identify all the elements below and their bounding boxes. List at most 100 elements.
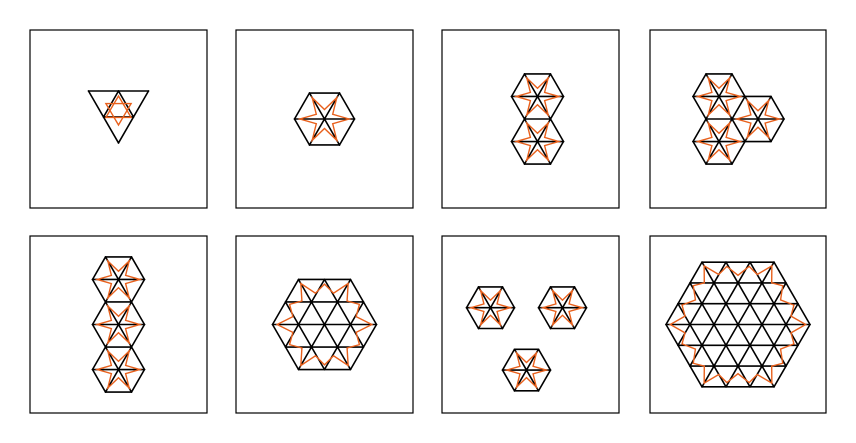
cycle-path bbox=[104, 102, 133, 127]
panel-5-edge bbox=[130, 323, 146, 348]
panel-4-edge bbox=[692, 73, 707, 98]
panel-8-edge bbox=[749, 344, 763, 367]
panel-8-edge bbox=[737, 365, 751, 388]
panel-8 bbox=[649, 235, 827, 414]
panel-4-edge bbox=[731, 95, 746, 120]
panel-8-edge bbox=[773, 323, 787, 347]
panel-8-edge bbox=[713, 302, 727, 326]
panel-4-edge bbox=[692, 118, 707, 143]
panel-8-edge bbox=[737, 282, 751, 305]
panel-8-edge bbox=[773, 302, 787, 326]
panel-5 bbox=[29, 235, 208, 414]
panel-2-edge bbox=[338, 92, 356, 120]
panel-8-edge bbox=[761, 282, 775, 305]
panel-8-edge bbox=[725, 344, 739, 367]
panel-6-edge bbox=[336, 323, 352, 348]
panel-6-edge bbox=[271, 301, 287, 326]
panel-8-edge bbox=[713, 282, 727, 305]
panel-8-edge bbox=[797, 302, 811, 326]
cycle-path bbox=[297, 95, 352, 143]
panel-2-edge bbox=[293, 92, 311, 120]
panel-6 bbox=[235, 235, 414, 414]
panel-7-edge bbox=[573, 286, 588, 309]
panel-6-edge bbox=[271, 323, 287, 348]
panel-5-edge bbox=[130, 368, 146, 393]
panel-6-edge bbox=[297, 323, 313, 348]
panel-8-edge bbox=[737, 302, 751, 326]
panel-4-edge bbox=[692, 95, 707, 120]
cycle-path bbox=[695, 75, 743, 118]
panel-5-edge bbox=[130, 346, 146, 371]
panel-3-edge bbox=[549, 73, 565, 98]
panel-8-edge bbox=[713, 344, 727, 367]
panel-8-edge bbox=[749, 282, 763, 305]
panel-7-edge bbox=[465, 286, 480, 309]
cycle-path bbox=[513, 120, 562, 163]
panel-8-edge bbox=[689, 302, 703, 326]
panel-7-edge bbox=[573, 306, 588, 330]
panel-8-edge bbox=[677, 344, 691, 367]
panel-7-edge bbox=[501, 286, 516, 309]
panel-8-edge bbox=[689, 365, 703, 388]
panel-3-edge bbox=[549, 95, 565, 120]
panel-8-edge bbox=[785, 282, 799, 305]
panel-5-edge bbox=[130, 301, 146, 326]
panel-5-edge bbox=[91, 301, 107, 326]
panel-7-edge bbox=[537, 306, 552, 330]
panel-8-edge bbox=[761, 323, 775, 347]
cycle-path bbox=[94, 258, 143, 301]
cycle-path bbox=[94, 303, 143, 346]
panel-5-edge bbox=[91, 368, 107, 393]
panel-7 bbox=[441, 235, 620, 414]
panel-7-edge bbox=[501, 306, 516, 330]
panel-8-edge bbox=[737, 261, 751, 284]
panel-2 bbox=[235, 29, 414, 209]
panel-8-edge bbox=[737, 323, 751, 347]
panel-8-edge bbox=[725, 261, 739, 284]
panel-6-edge bbox=[362, 323, 378, 348]
panel-7-edge bbox=[501, 348, 516, 371]
panel-8-edge bbox=[701, 302, 715, 326]
panel-5-edge bbox=[130, 278, 146, 303]
panel-4-edge bbox=[770, 95, 785, 120]
panel-8-edge bbox=[713, 323, 727, 347]
panel-7-edge bbox=[465, 306, 480, 330]
panel-8-edge bbox=[761, 302, 775, 326]
panel-8-edge bbox=[677, 282, 691, 305]
panel-8-edge bbox=[737, 344, 751, 367]
panel-3 bbox=[441, 29, 620, 209]
panel-8-edge bbox=[665, 323, 679, 347]
panel-6-edge bbox=[284, 346, 300, 371]
panel-8-edge bbox=[689, 344, 703, 367]
panel-4-edge bbox=[731, 140, 746, 165]
cycle-path bbox=[734, 98, 782, 140]
panel-6-edge bbox=[336, 301, 352, 326]
panel-2-edge bbox=[293, 118, 311, 146]
panel-8-edge bbox=[725, 323, 739, 347]
panel-3-edge bbox=[510, 140, 526, 165]
panel-1 bbox=[29, 29, 208, 209]
panel-4-edge bbox=[731, 73, 746, 98]
panel-8-edge bbox=[701, 344, 715, 367]
panel-5-edge bbox=[91, 346, 107, 371]
panel-8-edge bbox=[773, 282, 787, 305]
panel-5-edge bbox=[91, 323, 107, 348]
panel-frame bbox=[29, 29, 208, 209]
panel-8-edge bbox=[725, 302, 739, 326]
panel-5-edge bbox=[91, 256, 107, 281]
panel-4-edge bbox=[770, 118, 785, 143]
cycle-path bbox=[513, 75, 562, 118]
panel-2-edge bbox=[338, 118, 356, 146]
panel-7-edge bbox=[537, 369, 552, 392]
panel-6-edge bbox=[323, 301, 339, 326]
panel-3-edge bbox=[510, 118, 526, 143]
cycle-path bbox=[275, 282, 374, 367]
panel-6-edge bbox=[349, 346, 365, 371]
panel-8-edge bbox=[773, 261, 787, 284]
cycle-path bbox=[104, 94, 133, 119]
panel-5-edge bbox=[91, 278, 107, 303]
panel-8-edge bbox=[701, 282, 715, 305]
panel-8-edge bbox=[749, 302, 763, 326]
panel-8-edge bbox=[797, 323, 811, 347]
